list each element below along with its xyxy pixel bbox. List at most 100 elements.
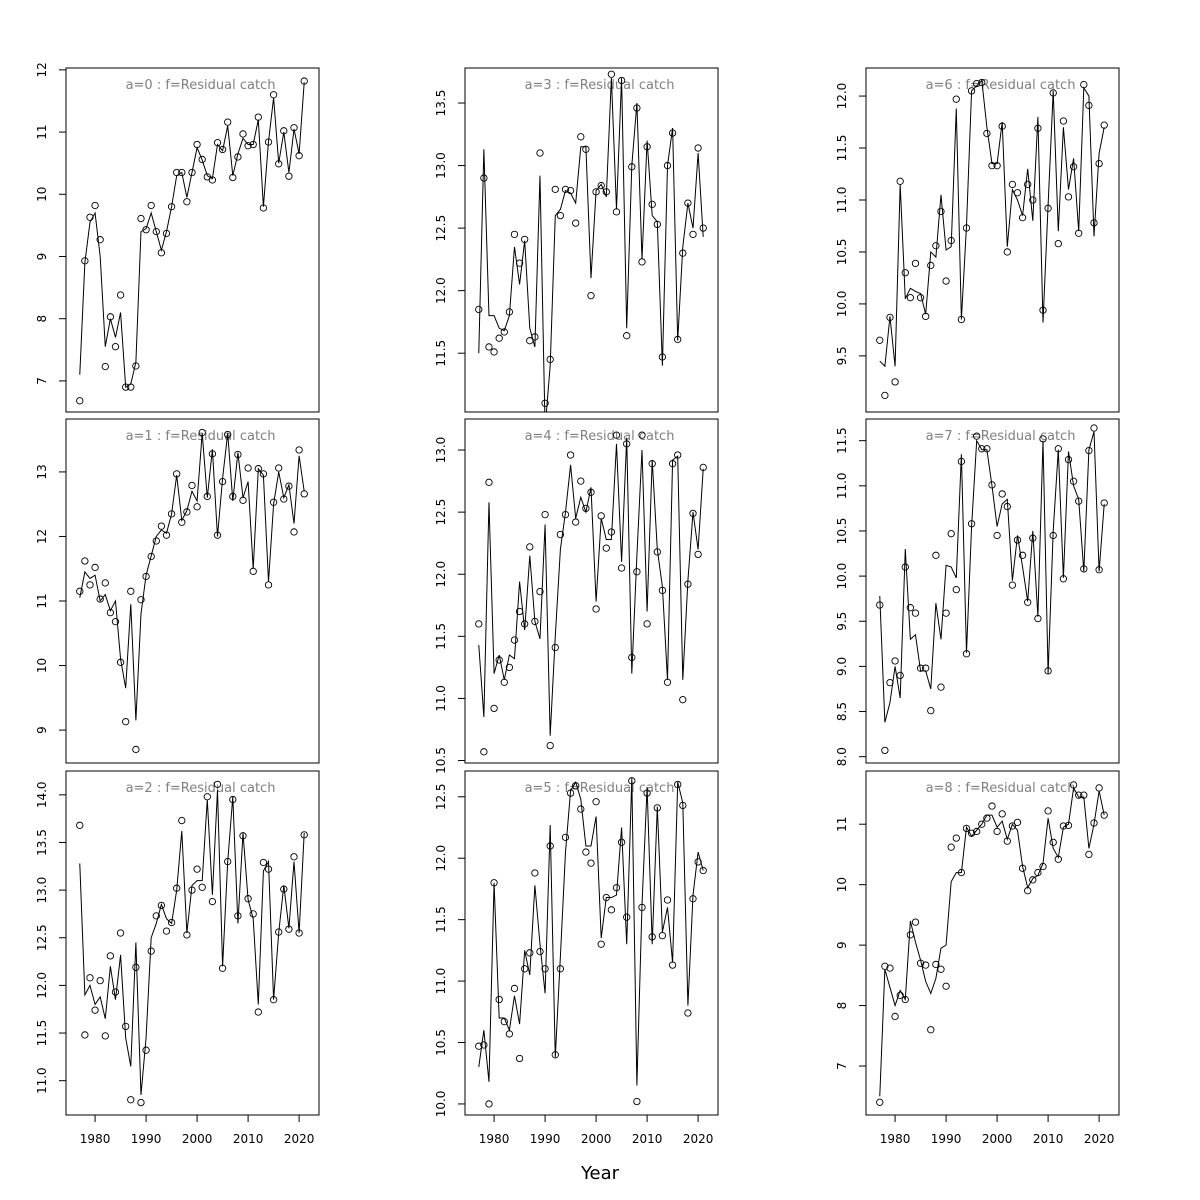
fitted-line (879, 431, 1105, 723)
panel-title: a=6 : f=Residual catch (926, 78, 1076, 93)
observed-point (162, 927, 171, 935)
observed-point (239, 130, 247, 138)
observed-point (927, 261, 935, 270)
observed-point (1013, 818, 1022, 827)
y-tick-label: 11.5 (835, 427, 849, 454)
panel-title: a=1 : f=Residual catch (126, 429, 276, 444)
observed-point (998, 810, 1006, 818)
y-tick-label: 9 (35, 726, 49, 734)
observed-point (526, 949, 534, 957)
observed-point (648, 200, 656, 208)
y-tick-label: 13.5 (35, 829, 49, 856)
observed-point (157, 901, 166, 910)
y-tick-label: 7 (35, 377, 49, 385)
y-tick-label: 11 (35, 124, 49, 139)
observed-point (167, 918, 176, 927)
x-tick-label: 1980 (479, 1132, 510, 1146)
observed-point (623, 332, 631, 340)
observed-point (526, 543, 534, 551)
observed-point (521, 965, 529, 973)
observed-point (973, 432, 981, 440)
y-tick-label: 13.5 (434, 90, 448, 117)
observed-point (218, 145, 227, 154)
observed-point (495, 334, 503, 342)
y-tick-label: 8 (835, 1002, 849, 1010)
observed-point (213, 780, 222, 788)
y-tick-label: 11.5 (434, 340, 448, 367)
observed-point (911, 259, 920, 268)
y-tick-label: 12.0 (35, 972, 49, 999)
panel: a=8 : f=Residual catch 7 8 9 10 11 1980 1990 200… (835, 770, 1120, 1146)
plot-frame (464, 67, 719, 413)
observed-point (500, 328, 508, 336)
y-tick-label: 11 (35, 593, 49, 608)
observed-point (891, 378, 899, 386)
y-tick-label: 13.0 (434, 437, 448, 464)
observed-point (183, 198, 191, 206)
y-tick-label: 13.0 (35, 877, 49, 904)
y-tick-label: 11.5 (434, 906, 448, 933)
y-tick-label: 12.5 (35, 924, 49, 951)
observed-point (952, 585, 960, 594)
y-tick-label: 11.5 (35, 1020, 49, 1047)
panel-title: a=8 : f=Residual catch (926, 781, 1076, 796)
observed-point (510, 636, 519, 644)
observed-point (101, 579, 109, 587)
y-tick-label: 12.0 (434, 561, 448, 588)
y-tick-label: 11.0 (835, 472, 849, 499)
observed-point (597, 181, 605, 190)
y-tick-label: 12 (35, 62, 49, 77)
observed-point (198, 155, 206, 164)
x-tick-label: 1980 (880, 1132, 911, 1146)
observed-point (490, 348, 498, 356)
y-tick-label: 11.0 (35, 1067, 49, 1094)
observed-point (978, 820, 986, 828)
observed-point (106, 952, 115, 960)
observed-point (881, 746, 889, 755)
observed-point (1029, 196, 1037, 204)
observed-point (91, 1006, 99, 1014)
y-tick-label: 11 (835, 817, 849, 832)
observed-point (643, 620, 651, 628)
observed-point (536, 587, 544, 596)
observed-point (485, 1100, 493, 1108)
observed-point (167, 203, 176, 211)
observed-point (556, 211, 565, 220)
panel-title: a=3 : f=Residual catch (525, 78, 675, 93)
observed-point (259, 858, 268, 867)
observed-point (1075, 791, 1083, 799)
plot-frame (464, 418, 719, 764)
y-tick-label: 8.5 (835, 702, 849, 721)
observed-point (193, 865, 201, 873)
observed-point (572, 219, 580, 227)
observed-point (592, 798, 600, 806)
y-tick-label: 10.5 (835, 239, 849, 266)
y-tick-label: 10.5 (434, 747, 448, 774)
observed-point (684, 1009, 692, 1017)
observed-point (978, 445, 986, 453)
observed-point (617, 564, 626, 572)
observed-point (111, 618, 120, 626)
observed-point (122, 718, 130, 726)
fitted-line (478, 778, 704, 1086)
y-tick-label: 10.0 (835, 291, 849, 318)
observed-point (679, 696, 687, 704)
observed-point (157, 522, 166, 530)
observed-point (942, 277, 950, 285)
observed-point (556, 530, 565, 539)
y-tick-label: 12.0 (434, 845, 448, 872)
plot-frame (865, 67, 1120, 413)
observed-point (932, 242, 940, 250)
y-tick-label: 9.0 (835, 657, 849, 676)
observed-point (142, 226, 150, 234)
observed-point (290, 528, 298, 536)
observed-point (597, 940, 605, 948)
observed-point (911, 918, 920, 926)
y-tick-label: 8.0 (835, 747, 849, 766)
observed-point (536, 149, 544, 157)
observed-point (81, 557, 89, 565)
observed-point (911, 609, 920, 617)
x-tick-label: 2010 (233, 1132, 264, 1146)
panel-title: a=2 : f=Residual catch (126, 781, 276, 796)
